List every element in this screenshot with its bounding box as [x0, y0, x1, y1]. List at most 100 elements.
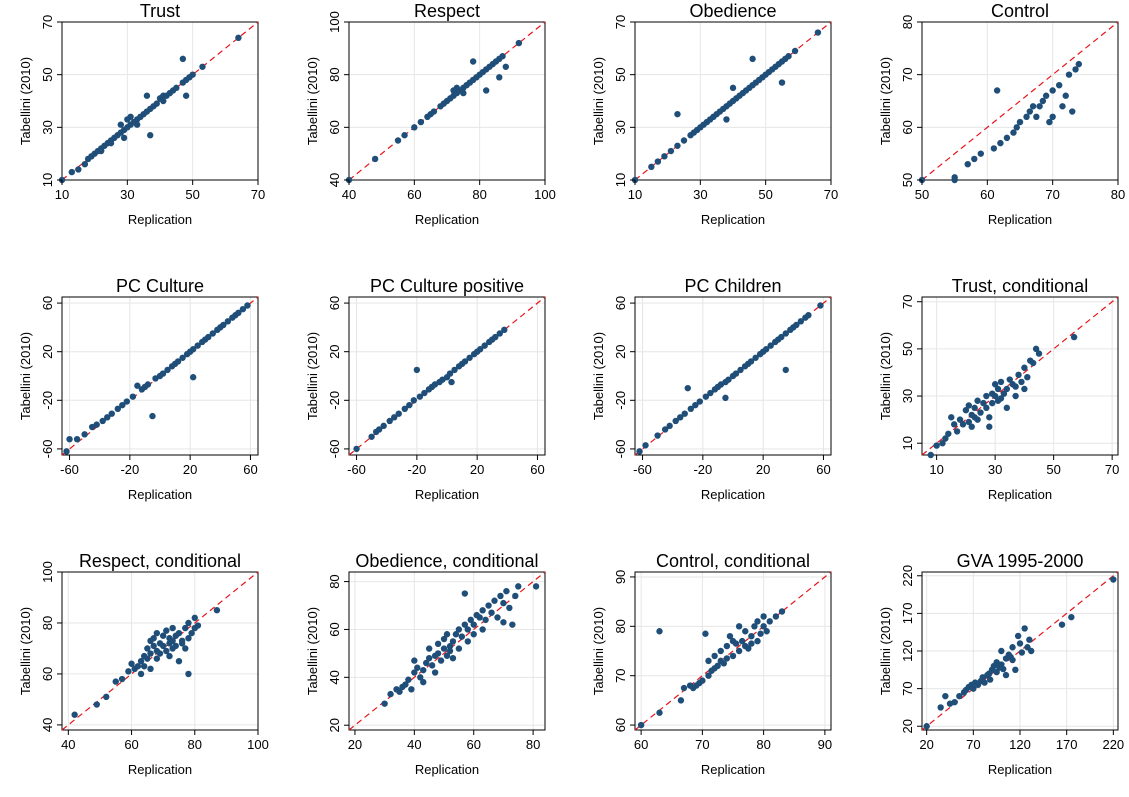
x-tick-label: 40 [407, 737, 421, 752]
data-point [140, 663, 148, 670]
scatter-panel: 20 70 120 170 220 20 70 120 170 220 GVA 1995-2000 R… [878, 551, 1124, 777]
y-tick-label: 220 [900, 565, 915, 587]
data-point [497, 592, 504, 600]
x-tick-label: -60 [60, 462, 79, 477]
data-point [927, 451, 934, 459]
data-point [729, 652, 737, 660]
data-point [440, 635, 448, 643]
x-tick-label: 20 [183, 462, 197, 477]
data-point [449, 654, 457, 662]
data-point [423, 659, 430, 667]
y-tick-label: 120 [900, 640, 915, 662]
data-point [778, 79, 786, 86]
data-point [642, 442, 649, 449]
data-point [509, 621, 516, 628]
data-point [150, 642, 157, 650]
panel-title: Respect [414, 1, 480, 21]
data-point [470, 631, 477, 638]
y-axis-title: Tabellini (2010) [18, 607, 33, 695]
x-axis-title: Replication [988, 212, 1052, 227]
data-point [752, 354, 759, 361]
data-point [476, 614, 483, 621]
data-point [1021, 625, 1028, 632]
data-point [185, 635, 192, 642]
x-tick-label: 70 [1045, 187, 1059, 202]
x-axis-title: Replication [128, 212, 192, 227]
data-point [735, 623, 743, 630]
x-tick-label: 60 [530, 462, 544, 477]
data-point [1059, 103, 1066, 110]
data-point [512, 592, 519, 600]
x-tick-label: 170 [1056, 737, 1078, 752]
data-point [387, 690, 394, 698]
data-point [720, 660, 728, 667]
y-tick-label: 60 [900, 120, 915, 134]
plot-frame [634, 21, 832, 181]
data-point [178, 640, 186, 647]
data-point [179, 354, 186, 361]
data-point [1068, 613, 1075, 621]
y-tick-label: 20 [613, 344, 628, 358]
data-point [751, 623, 758, 630]
x-tick-label: 20 [756, 462, 770, 477]
x-tick-label: -20 [407, 462, 426, 477]
data-point [760, 623, 767, 630]
data-point [492, 333, 499, 341]
data-point [213, 607, 221, 614]
data-point [368, 433, 375, 440]
data-point [134, 382, 141, 389]
data-point [707, 389, 714, 397]
scatter-panel: 10 30 50 70 10 30 50 70 Trust, conditional Replic… [878, 276, 1119, 502]
data-point [434, 640, 442, 648]
data-point [778, 333, 785, 341]
data-point [997, 378, 1005, 386]
x-tick-label: 30 [120, 187, 134, 202]
reference-diagonal-line [634, 571, 832, 731]
data-point [684, 384, 691, 392]
y-tick-label: 60 [613, 296, 628, 310]
data-point [481, 342, 488, 349]
data-point [737, 366, 744, 374]
data-point [502, 63, 509, 70]
data-point [956, 692, 963, 700]
data-point [687, 405, 694, 413]
data-point [1006, 376, 1013, 383]
data-point [939, 440, 946, 447]
data-point [754, 637, 761, 645]
data-point [66, 436, 73, 443]
data-point [452, 631, 460, 638]
data-point [951, 174, 958, 181]
data-point [983, 392, 990, 400]
x-tick-label: 60 [634, 737, 648, 752]
data-point [391, 414, 398, 421]
data-point [99, 417, 106, 425]
data-point [950, 421, 958, 428]
y-tick-label: 70 [613, 15, 628, 29]
data-point [163, 627, 170, 634]
data-point [791, 47, 799, 55]
data-point [532, 583, 540, 590]
data-point [114, 405, 121, 413]
scatter-panel: -60 -20 20 60 -60 -20 20 60 PC Culture Replicatio… [18, 276, 259, 502]
data-point [964, 161, 971, 168]
data-point [143, 92, 151, 99]
data-point [81, 431, 88, 438]
data-point [144, 381, 152, 388]
x-axis-title: Replication [701, 762, 765, 777]
y-axis-title: Tabellini (2010) [18, 57, 33, 145]
data-point [375, 426, 383, 433]
x-tick-label: 220 [1102, 737, 1124, 752]
data-point [408, 686, 415, 693]
data-point [421, 389, 428, 397]
data-point [137, 670, 145, 678]
x-tick-label: 50 [758, 187, 772, 202]
data-point [714, 662, 721, 670]
data-point [460, 89, 467, 97]
data-point [1018, 378, 1025, 386]
data-point [451, 366, 458, 374]
data-point [71, 711, 78, 718]
data-point [986, 414, 993, 421]
data-point [661, 153, 668, 160]
x-tick-label: 20 [919, 737, 933, 752]
x-tick-label: 10 [929, 462, 943, 477]
